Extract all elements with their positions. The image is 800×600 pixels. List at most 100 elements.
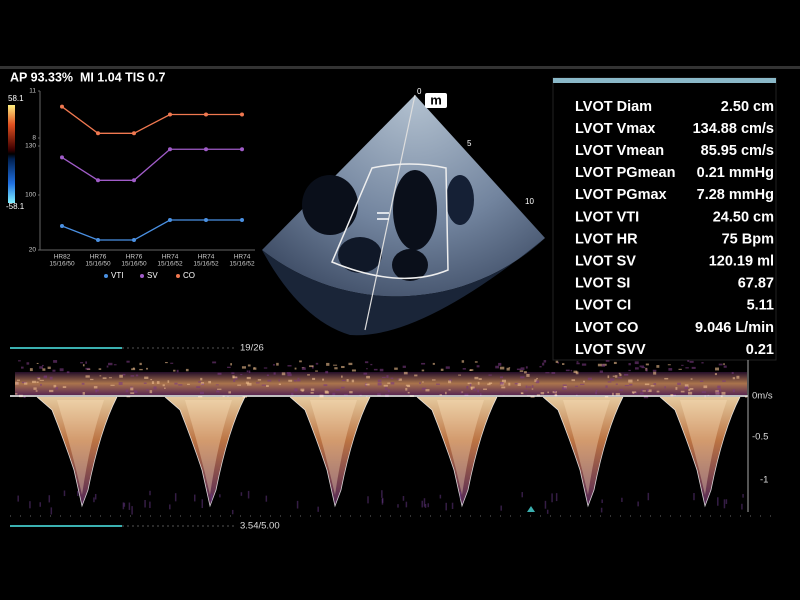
noise bbox=[194, 494, 196, 502]
measure-value: 0.21 bbox=[746, 342, 774, 358]
noise bbox=[717, 497, 719, 506]
speckle bbox=[628, 369, 631, 372]
speckle bbox=[246, 376, 251, 380]
speckle bbox=[307, 374, 310, 376]
speckle bbox=[377, 393, 381, 396]
speckle bbox=[656, 390, 660, 393]
speckle bbox=[536, 377, 538, 380]
noise bbox=[122, 502, 125, 510]
speckle bbox=[39, 379, 44, 381]
speckle bbox=[82, 364, 85, 367]
speckle bbox=[448, 379, 452, 382]
legend-label: SV bbox=[147, 271, 158, 280]
roi-box bbox=[331, 163, 449, 280]
speckle bbox=[216, 390, 220, 393]
speckle bbox=[281, 372, 286, 376]
noise bbox=[544, 500, 547, 509]
speckle bbox=[506, 367, 510, 371]
speckle bbox=[646, 389, 649, 392]
icon: m bbox=[430, 92, 442, 107]
speckle bbox=[715, 367, 720, 371]
spectral-envelope bbox=[37, 397, 117, 506]
speckle bbox=[233, 379, 236, 382]
speckle bbox=[297, 377, 300, 379]
speckle bbox=[133, 390, 138, 394]
speckle bbox=[300, 388, 305, 392]
frame-counter: 19/26 bbox=[240, 343, 264, 354]
noise bbox=[240, 492, 243, 496]
speckle bbox=[108, 362, 113, 366]
speckle bbox=[691, 366, 696, 369]
speckle bbox=[629, 383, 633, 386]
speckle bbox=[351, 379, 355, 383]
speckle bbox=[176, 369, 179, 373]
speckle bbox=[650, 385, 655, 387]
speckle bbox=[156, 381, 160, 384]
noise bbox=[247, 490, 250, 499]
speckle bbox=[479, 393, 482, 396]
y-tick-label: 20 bbox=[29, 247, 37, 254]
speckle bbox=[531, 385, 534, 388]
speckle bbox=[684, 386, 688, 390]
spectral-core bbox=[310, 400, 357, 495]
speckle bbox=[126, 360, 130, 363]
speckle bbox=[431, 379, 436, 381]
color-min: -58.1 bbox=[6, 202, 25, 211]
spectral-envelope bbox=[660, 397, 740, 506]
speckle bbox=[432, 362, 435, 365]
y-tick-label: 11 bbox=[29, 88, 36, 95]
speckle bbox=[40, 383, 42, 386]
speckle bbox=[464, 393, 469, 397]
speckle bbox=[43, 375, 48, 377]
noise bbox=[149, 490, 151, 496]
spectral-core bbox=[185, 400, 232, 495]
spectral-envelope bbox=[290, 397, 370, 506]
envelope-trace bbox=[659, 396, 741, 508]
spectral-envelope bbox=[417, 397, 497, 506]
speckle bbox=[325, 370, 329, 374]
noise bbox=[521, 492, 523, 498]
speckle bbox=[732, 377, 736, 380]
speckle bbox=[525, 366, 528, 369]
speckle bbox=[208, 380, 212, 384]
noise bbox=[201, 499, 204, 509]
speckle bbox=[656, 365, 660, 368]
speckle bbox=[690, 378, 693, 380]
speckle bbox=[718, 363, 723, 366]
measure-label: LVOT PGmax bbox=[575, 187, 667, 203]
noise bbox=[144, 500, 146, 508]
envelope-trace bbox=[416, 396, 498, 508]
noise bbox=[17, 495, 19, 502]
measure-label: LVOT SI bbox=[575, 276, 630, 292]
speckle bbox=[414, 374, 418, 377]
spectral-envelope bbox=[543, 397, 623, 506]
icon-box bbox=[425, 93, 447, 108]
speckle bbox=[637, 379, 639, 382]
speckle bbox=[144, 376, 149, 379]
speckle bbox=[721, 391, 726, 395]
noise bbox=[94, 493, 97, 500]
speckle bbox=[717, 388, 722, 391]
speckle bbox=[36, 362, 39, 365]
speckle bbox=[547, 391, 550, 394]
category-hr: HR76 bbox=[126, 254, 143, 261]
speckle bbox=[545, 372, 550, 374]
speckle bbox=[333, 364, 338, 366]
speckle bbox=[701, 362, 704, 364]
speckle bbox=[678, 368, 682, 370]
speckle bbox=[605, 385, 608, 388]
speckle bbox=[315, 370, 318, 372]
speckle bbox=[632, 392, 635, 394]
noise bbox=[381, 490, 383, 498]
speckle bbox=[722, 380, 726, 382]
panel-strip bbox=[553, 78, 776, 83]
speckle bbox=[322, 378, 325, 381]
fan-edge bbox=[262, 238, 545, 336]
speckle bbox=[571, 379, 576, 382]
speckle bbox=[273, 372, 276, 375]
speckle bbox=[113, 364, 117, 366]
speckle bbox=[583, 380, 585, 383]
measure-label: LVOT CI bbox=[575, 298, 631, 314]
speckle bbox=[217, 388, 222, 390]
speckle bbox=[488, 374, 492, 376]
